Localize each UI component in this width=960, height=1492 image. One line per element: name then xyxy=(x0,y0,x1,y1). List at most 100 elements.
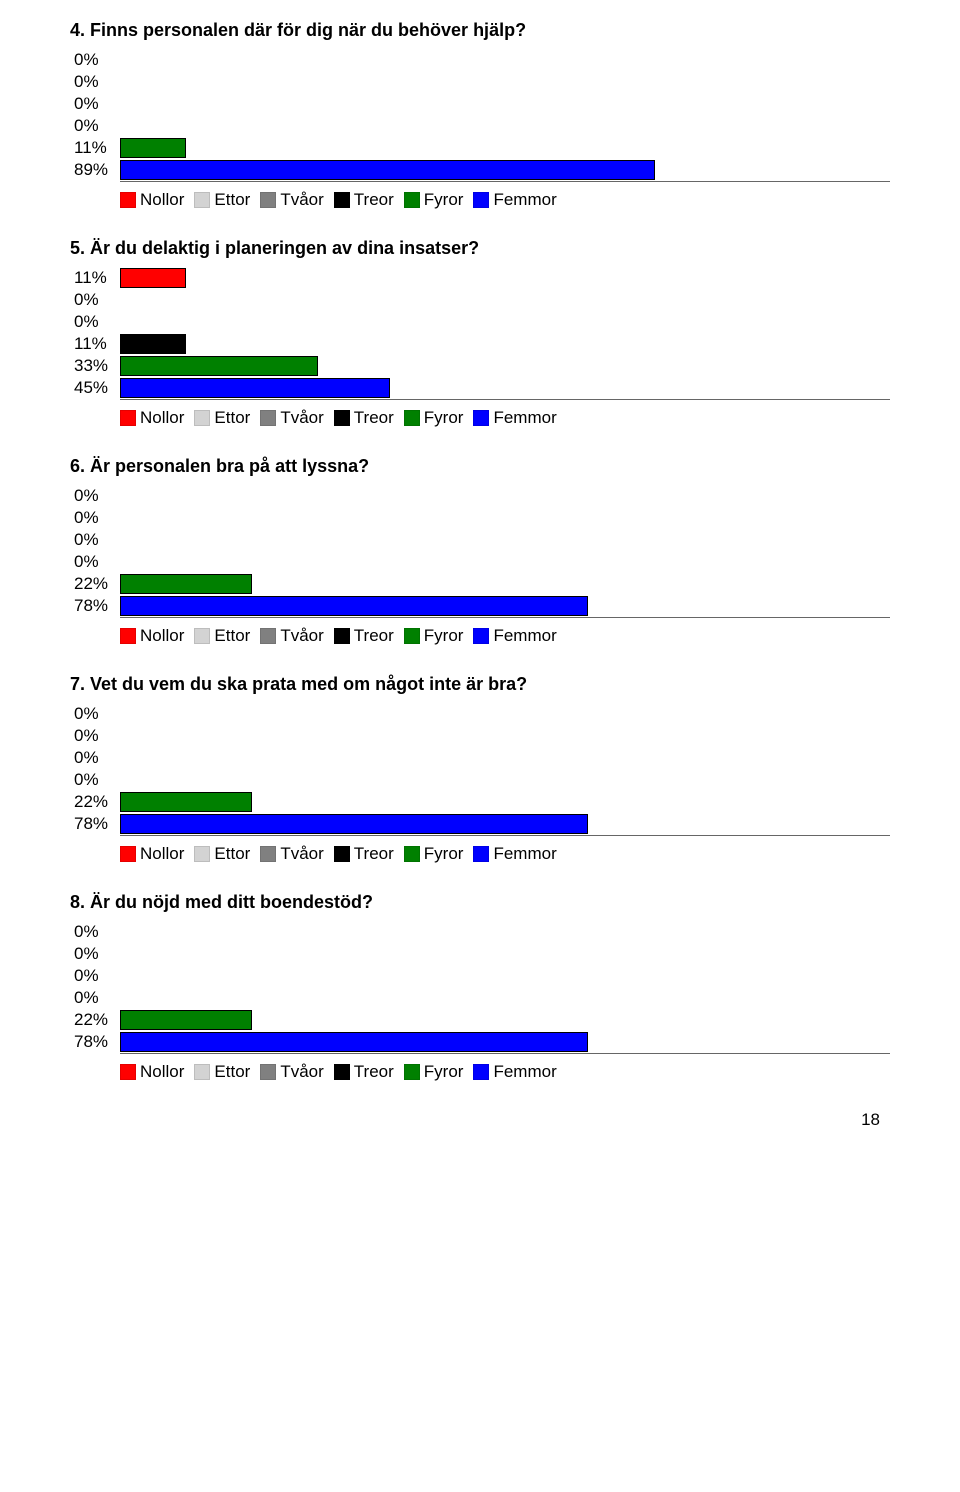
bar-fill xyxy=(120,814,588,834)
legend-item: Nollor xyxy=(120,844,184,864)
legend-label: Ettor xyxy=(214,190,250,210)
pct-label: 0% xyxy=(70,290,120,310)
legend-label: Ettor xyxy=(214,408,250,428)
pct-label: 0% xyxy=(70,50,120,70)
legend-item: Nollor xyxy=(120,626,184,646)
bar-axis xyxy=(120,835,890,836)
bar-fill xyxy=(120,356,318,376)
question-title: 8. Är du nöjd med ditt boendestöd? xyxy=(70,892,890,913)
bar-fill xyxy=(120,138,186,158)
legend-label: Tvåor xyxy=(280,626,323,646)
question-block: 8. Är du nöjd med ditt boendestöd?0%0%0%… xyxy=(70,892,890,1082)
legend-item: Tvåor xyxy=(260,626,323,646)
bar-fill xyxy=(120,1032,588,1052)
bar-axis xyxy=(120,399,890,400)
chart-row: 22% xyxy=(70,791,890,813)
bar-track xyxy=(120,944,890,964)
legend-item: Fyror xyxy=(404,1062,464,1082)
legend-swatch xyxy=(120,1064,136,1080)
legend-swatch xyxy=(473,1064,489,1080)
legend-label: Nollor xyxy=(140,844,184,864)
legend: NollorEttorTvåorTreorFyrorFemmor xyxy=(120,190,890,210)
pct-label: 22% xyxy=(70,792,120,812)
bar-track xyxy=(120,508,890,528)
legend-label: Treor xyxy=(354,626,394,646)
legend-label: Femmor xyxy=(493,190,556,210)
legend-item: Femmor xyxy=(473,626,556,646)
legend-label: Fyror xyxy=(424,626,464,646)
chart-row: 0% xyxy=(70,551,890,573)
bar-fill xyxy=(120,160,655,180)
legend: NollorEttorTvåorTreorFyrorFemmor xyxy=(120,844,890,864)
legend-item: Femmor xyxy=(473,844,556,864)
bar-track xyxy=(120,988,890,1008)
pct-label: 0% xyxy=(70,944,120,964)
question-title: 7. Vet du vem du ska prata med om något … xyxy=(70,674,890,695)
chart-row: 45% xyxy=(70,377,890,399)
legend-swatch xyxy=(120,410,136,426)
pct-label: 11% xyxy=(70,138,120,158)
chart-row: 0% xyxy=(70,507,890,529)
legend-item: Femmor xyxy=(473,190,556,210)
legend-label: Nollor xyxy=(140,1062,184,1082)
pct-label: 78% xyxy=(70,1032,120,1052)
bar-track xyxy=(120,530,890,550)
legend-item: Fyror xyxy=(404,408,464,428)
bar-track xyxy=(120,770,890,790)
bar-track xyxy=(120,50,890,70)
pct-label: 22% xyxy=(70,1010,120,1030)
pct-label: 0% xyxy=(70,312,120,332)
legend-item: Femmor xyxy=(473,408,556,428)
pct-label: 0% xyxy=(70,116,120,136)
bar-track xyxy=(120,290,890,310)
chart-row: 0% xyxy=(70,289,890,311)
pct-label: 0% xyxy=(70,748,120,768)
bar-track xyxy=(120,1010,890,1030)
legend-label: Treor xyxy=(354,408,394,428)
pct-label: 0% xyxy=(70,508,120,528)
chart-row: 22% xyxy=(70,573,890,595)
legend-item: Ettor xyxy=(194,1062,250,1082)
legend-swatch xyxy=(404,410,420,426)
bar-fill xyxy=(120,268,186,288)
bar-track xyxy=(120,268,890,288)
chart-row: 0% xyxy=(70,943,890,965)
legend-label: Nollor xyxy=(140,626,184,646)
legend-swatch xyxy=(334,410,350,426)
legend-swatch xyxy=(404,846,420,862)
chart-row: 33% xyxy=(70,355,890,377)
question-title: 5. Är du delaktig i planeringen av dina … xyxy=(70,238,890,259)
legend-label: Nollor xyxy=(140,190,184,210)
legend-label: Nollor xyxy=(140,408,184,428)
legend-swatch xyxy=(194,410,210,426)
chart-row: 0% xyxy=(70,529,890,551)
bar-track xyxy=(120,814,890,834)
bar-track xyxy=(120,378,890,398)
legend-swatch xyxy=(334,846,350,862)
legend-label: Ettor xyxy=(214,1062,250,1082)
pct-label: 0% xyxy=(70,726,120,746)
bar-axis xyxy=(120,617,890,618)
legend-item: Ettor xyxy=(194,190,250,210)
bar-track xyxy=(120,1032,890,1052)
legend-label: Fyror xyxy=(424,408,464,428)
bar-fill xyxy=(120,596,588,616)
chart-row: 0% xyxy=(70,115,890,137)
legend-item: Nollor xyxy=(120,190,184,210)
legend: NollorEttorTvåorTreorFyrorFemmor xyxy=(120,408,890,428)
pct-label: 11% xyxy=(70,334,120,354)
pct-label: 45% xyxy=(70,378,120,398)
legend-swatch xyxy=(334,628,350,644)
legend-item: Treor xyxy=(334,844,394,864)
pct-label: 0% xyxy=(70,72,120,92)
bar-axis xyxy=(120,181,890,182)
bar-track xyxy=(120,116,890,136)
legend-label: Ettor xyxy=(214,626,250,646)
legend-swatch xyxy=(473,628,489,644)
bar-track xyxy=(120,94,890,114)
chart-row: 78% xyxy=(70,1031,890,1053)
legend-swatch xyxy=(404,192,420,208)
legend-item: Fyror xyxy=(404,626,464,646)
pct-label: 0% xyxy=(70,486,120,506)
legend-swatch xyxy=(194,628,210,644)
